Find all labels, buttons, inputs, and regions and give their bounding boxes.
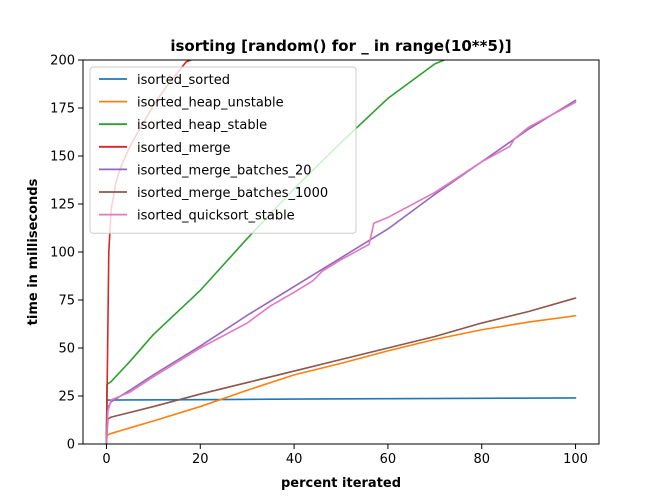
x-tick-label: 40 <box>286 452 303 467</box>
x-tick-label: 0 <box>102 452 110 467</box>
y-tick-label: 50 <box>58 342 75 357</box>
x-tick-label: 60 <box>380 452 397 467</box>
series-line-isorted_heap_unstable <box>105 314 577 444</box>
chart-title: isorting [random() for _ in range(10**5)… <box>170 37 511 55</box>
y-tick-label: 200 <box>50 54 75 69</box>
series-line-isorted_merge_batches_1000 <box>105 297 577 444</box>
plot-series <box>105 60 577 444</box>
y-axis-label: time in milliseconds <box>26 178 41 325</box>
y-tick-label: 125 <box>50 198 75 213</box>
y-tick-label: 0 <box>67 438 75 453</box>
legend-entry: isorted_merge_batches_20 <box>137 163 312 178</box>
plot-frame <box>82 59 600 445</box>
legend-entry: isorted_merge_batches_1000 <box>137 186 328 201</box>
legend-entry: isorted_merge <box>137 141 231 156</box>
y-tick-label: 25 <box>58 390 75 405</box>
axis-ticks: 0 20 40 60 80 100 0 25 50 75 100 125 150 175 200 <box>50 54 588 468</box>
y-tick-label: 100 <box>50 246 75 261</box>
x-tick-label: 80 <box>473 452 490 467</box>
y-tick-label: 175 <box>50 102 75 117</box>
x-tick-label: 100 <box>563 452 588 467</box>
legend-box <box>89 66 357 234</box>
legend-entry: isorted_heap_unstable <box>137 96 284 111</box>
y-tick-label: 75 <box>58 294 75 309</box>
legend: isorted_sorted isorted_heap_unstableisort… <box>89 66 357 234</box>
series-line-isorted_heap_stable <box>105 60 446 444</box>
legend-entry: isorted_sorted <box>137 73 230 88</box>
x-tick-label: 20 <box>192 452 209 467</box>
y-tick-label: 150 <box>50 150 75 165</box>
series-line-isorted_quicksort_stable <box>105 101 577 444</box>
legend-entry: isorted_heap_stable <box>137 118 267 133</box>
x-axis-label: percent iterated <box>281 476 401 491</box>
legend-entry: isorted_quicksort_stable <box>137 209 295 224</box>
